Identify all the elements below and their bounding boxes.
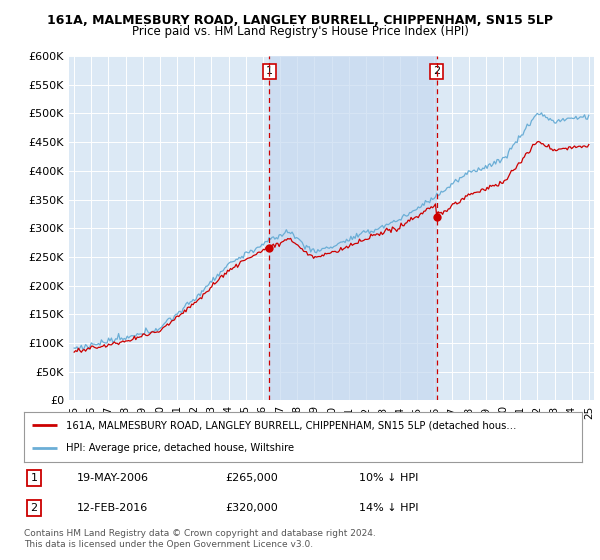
Text: 2: 2 <box>31 503 38 514</box>
Text: 1: 1 <box>31 473 38 483</box>
Text: 1: 1 <box>266 66 273 76</box>
Text: 19-MAY-2006: 19-MAY-2006 <box>77 473 149 483</box>
Text: 161A, MALMESBURY ROAD, LANGLEY BURRELL, CHIPPENHAM, SN15 5LP: 161A, MALMESBURY ROAD, LANGLEY BURRELL, … <box>47 14 553 27</box>
Text: 12-FEB-2016: 12-FEB-2016 <box>77 503 148 514</box>
Text: HPI: Average price, detached house, Wiltshire: HPI: Average price, detached house, Wilt… <box>66 444 294 454</box>
Text: Contains HM Land Registry data © Crown copyright and database right 2024.
This d: Contains HM Land Registry data © Crown c… <box>24 529 376 549</box>
Bar <box>269 56 437 400</box>
Text: 2: 2 <box>433 66 440 76</box>
Text: £265,000: £265,000 <box>225 473 278 483</box>
Text: 14% ↓ HPI: 14% ↓ HPI <box>359 503 418 514</box>
Text: 10% ↓ HPI: 10% ↓ HPI <box>359 473 418 483</box>
Text: 161A, MALMESBURY ROAD, LANGLEY BURRELL, CHIPPENHAM, SN15 5LP (detached hous…: 161A, MALMESBURY ROAD, LANGLEY BURRELL, … <box>66 420 516 430</box>
Text: Price paid vs. HM Land Registry's House Price Index (HPI): Price paid vs. HM Land Registry's House … <box>131 25 469 38</box>
Text: £320,000: £320,000 <box>225 503 278 514</box>
